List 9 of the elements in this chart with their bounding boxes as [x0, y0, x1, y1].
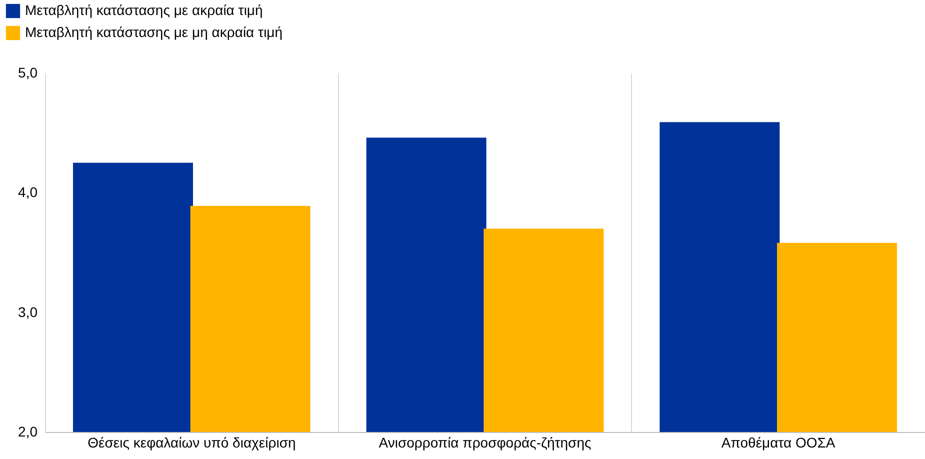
x-tick-label: Θέσεις κεφαλαίων υπό διαχείριση: [88, 434, 296, 450]
x-tick-label: Αποθέματα ΟΟΣΑ: [721, 434, 836, 450]
y-tick-label: 3,0: [18, 304, 38, 320]
legend-label: Μεταβλητή κατάστασης με μη ακραία τιμή: [25, 24, 283, 40]
y-tick-label: 5,0: [18, 64, 38, 80]
x-tick-label: Ανισορροπία προσφοράς-ζήτησης: [378, 434, 592, 450]
y-tick-label: 4,0: [18, 184, 38, 200]
y-tick-label: 2,0: [18, 424, 38, 440]
legend-label: Μεταβλητή κατάστασης με ακραία τιμή: [25, 2, 263, 18]
